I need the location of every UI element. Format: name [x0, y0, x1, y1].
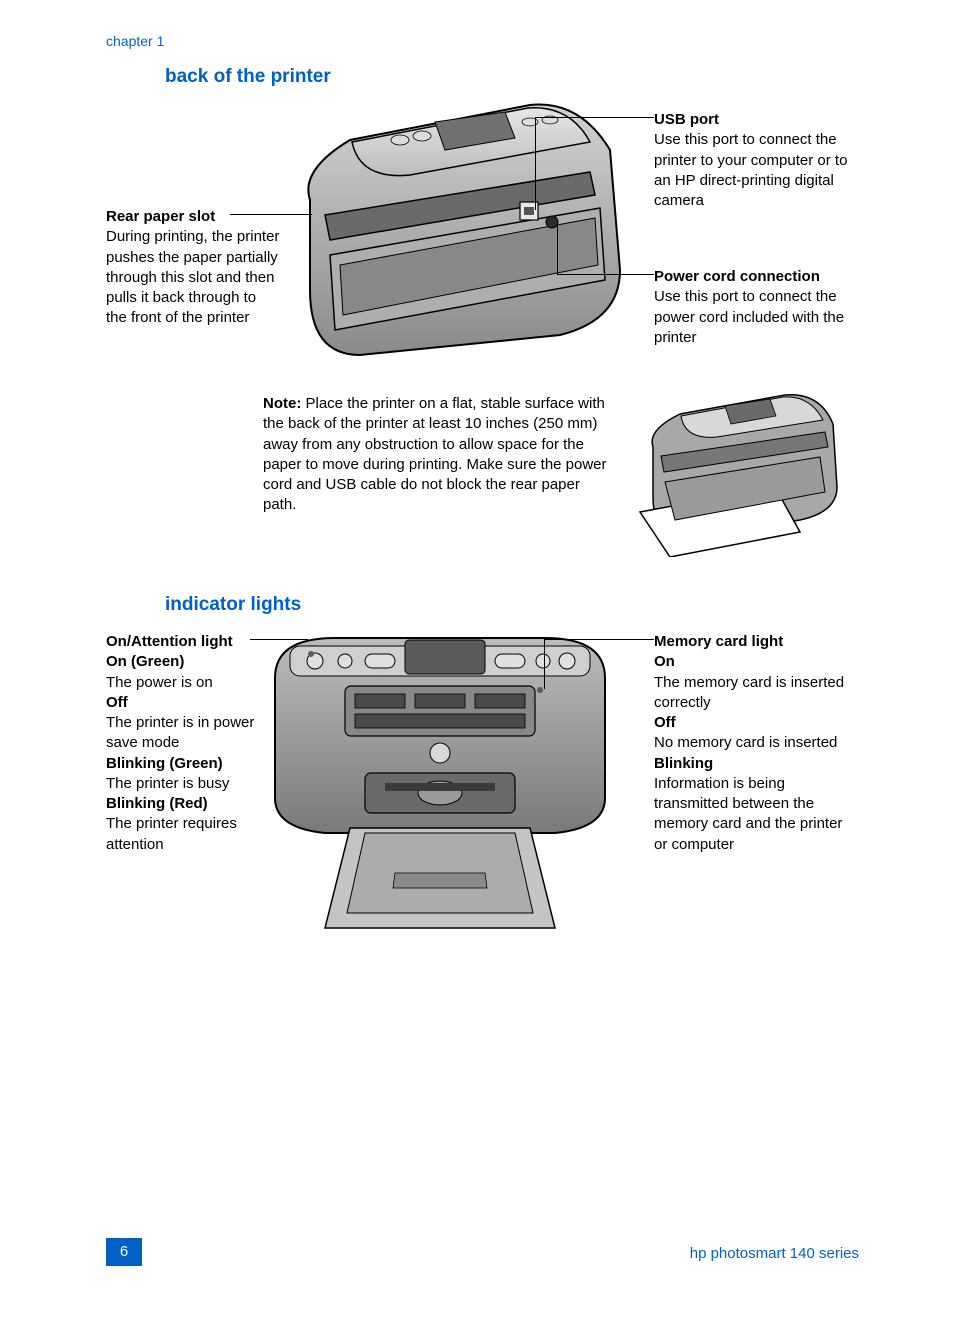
note-label: Note: — [263, 395, 301, 412]
chapter-label: chapter 1 — [106, 32, 164, 51]
state-label: Off — [654, 714, 676, 731]
page-number: 6 — [106, 1238, 142, 1266]
callout-rear-paper-slot: Rear paper slot During printing, the pri… — [106, 207, 281, 329]
leader-line — [535, 117, 536, 210]
state-label: Blinking (Red) — [106, 795, 208, 812]
printer-paper-illustration — [625, 392, 850, 557]
callout-title: On/Attention light — [106, 633, 233, 650]
state-label: On (Green) — [106, 653, 184, 670]
leader-line — [544, 639, 545, 689]
state-label: Blinking — [654, 755, 713, 772]
state-body: The memory card is inserted correctly — [654, 674, 844, 711]
leader-line — [557, 224, 558, 275]
heading-back-of-printer: back of the printer — [165, 64, 331, 90]
state-label: Blinking (Green) — [106, 755, 223, 772]
callout-title: Rear paper slot — [106, 208, 215, 225]
callout-body: During printing, the printer pushes the … — [106, 228, 279, 326]
callout-attention-light: On/Attention light On (Green) The power … — [106, 632, 264, 855]
callout-title: Memory card light — [654, 633, 783, 650]
state-body: The printer is busy — [106, 775, 229, 792]
state-body: No memory card is inserted — [654, 734, 837, 751]
footer-text: hp photosmart 140 series — [690, 1244, 859, 1264]
callout-body: Use this port to connect the power cord … — [654, 288, 844, 346]
callout-title: Power cord connection — [654, 268, 820, 285]
leader-line — [230, 214, 312, 215]
state-body: Information is being transmitted between… — [654, 775, 842, 853]
printer-back-illustration — [280, 100, 640, 360]
note-body: Place the printer on a flat, stable surf… — [263, 395, 607, 513]
callout-power-cord: Power cord connection Use this port to c… — [654, 267, 859, 348]
leader-line — [558, 274, 654, 275]
state-label: On — [654, 653, 675, 670]
printer-front-illustration — [255, 628, 625, 958]
state-body: The power is on — [106, 674, 213, 691]
callout-body: Use this port to connect the printer to … — [654, 131, 847, 209]
leader-line — [536, 117, 654, 118]
note-block: Note: Place the printer on a flat, stabl… — [263, 394, 613, 516]
callout-title: USB port — [654, 111, 719, 128]
callout-usb-port: USB port Use this port to connect the pr… — [654, 110, 854, 211]
state-body: The printer is in power save mode — [106, 714, 254, 751]
callout-memory-card-light: Memory card light On The memory card is … — [654, 632, 859, 855]
leader-line — [250, 639, 308, 640]
state-label: Off — [106, 694, 128, 711]
state-body: The printer requires attention — [106, 815, 237, 852]
heading-indicator-lights: indicator lights — [165, 592, 301, 618]
leader-line — [545, 639, 654, 640]
